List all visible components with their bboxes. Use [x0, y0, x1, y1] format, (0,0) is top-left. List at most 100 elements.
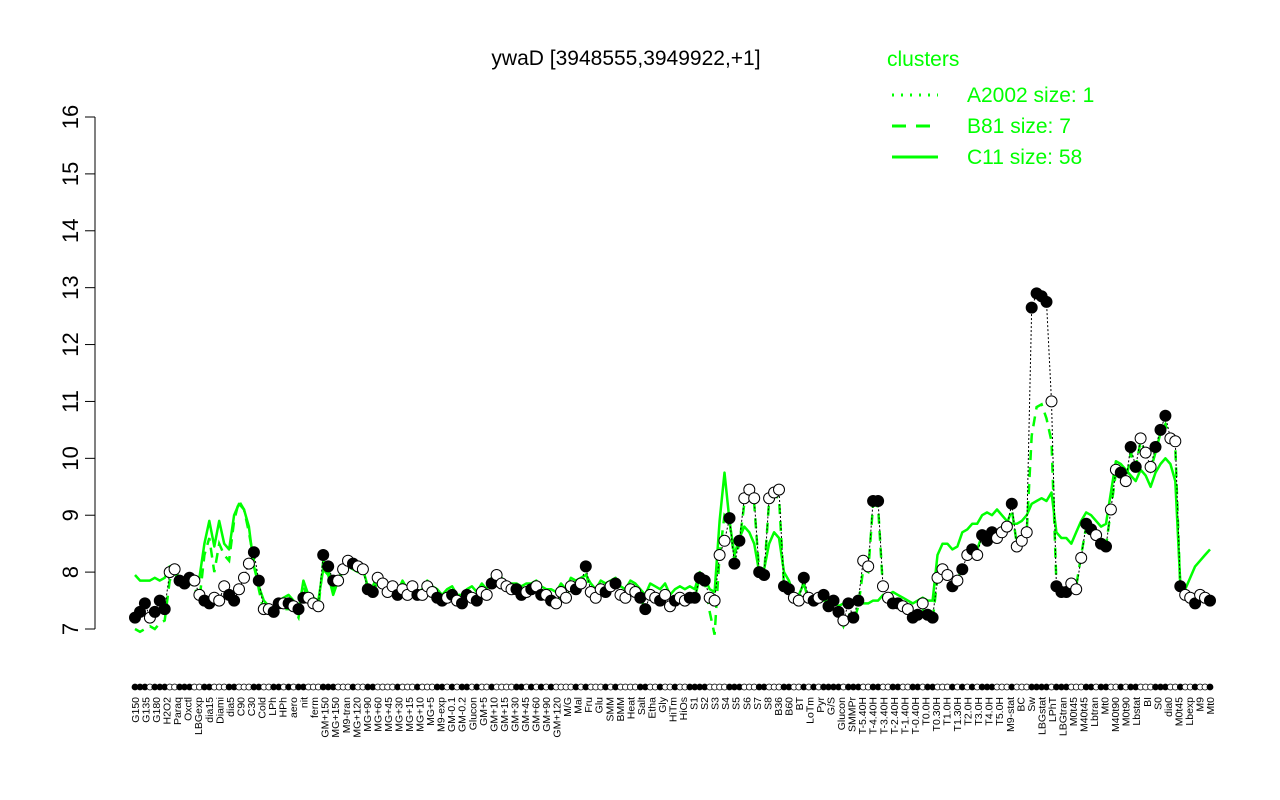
- x-tick-label: GM+90: [541, 697, 553, 732]
- data-point: [1000, 520, 1013, 533]
- x-tick-label: B36: [773, 697, 785, 716]
- x-tick-label: M9-stat: [1005, 697, 1017, 732]
- data-point: [926, 611, 939, 624]
- data-point: [609, 577, 622, 590]
- x-tick-label: GM-0.2: [457, 697, 469, 732]
- x-tick-label: dia5: [225, 697, 237, 717]
- data-point: [971, 549, 984, 561]
- x-tick-label: SMMPr: [847, 697, 859, 733]
- x-tick-label: Glucon: [836, 697, 848, 730]
- x-tick-label: MG+45: [383, 697, 395, 732]
- x-tick-label: T-0.40H: [910, 697, 922, 734]
- data-point: [1124, 441, 1137, 453]
- x-tick-label: BC: [1015, 697, 1027, 712]
- x-tick-label: T1.0H: [942, 697, 954, 726]
- y-tick-label: 12: [58, 332, 83, 356]
- x-tick-label: Diami: [214, 697, 226, 724]
- x-tick-label: M9-tran: [341, 697, 353, 733]
- data-point: [718, 534, 731, 547]
- x-tick-label: MG+5: [425, 697, 437, 726]
- x-tick-label: S6: [741, 697, 753, 710]
- x-tick-label: MG+15: [404, 697, 416, 732]
- x-tick-label: C90: [235, 697, 247, 716]
- data-point: [1134, 432, 1147, 445]
- data-point: [1070, 583, 1083, 596]
- data-point: [659, 588, 672, 601]
- data-point: [862, 560, 875, 573]
- x-tick-label: BI: [1142, 697, 1154, 707]
- data-point: [634, 591, 647, 604]
- x-tick-label: nit: [299, 697, 311, 708]
- data-point: [1104, 503, 1117, 516]
- data-point: [773, 483, 785, 496]
- chart-title: ywaD [3948555,3949922,+1]: [491, 47, 760, 70]
- x-tick-label: S5: [731, 697, 743, 710]
- data-point: [1144, 460, 1157, 473]
- x-tick-label: Glucon: [467, 697, 479, 730]
- x-tick-label: Mt0: [1100, 697, 1112, 715]
- x-tick-label: T2.0H: [963, 697, 975, 726]
- x-tick-label: S1: [689, 697, 701, 710]
- data-point: [233, 583, 245, 596]
- x-tick-label: GM+30: [509, 697, 521, 732]
- data-point: [698, 574, 711, 587]
- x-tick-label: M/G: [562, 697, 574, 717]
- x-tick-label: LBGtran: [1058, 697, 1070, 736]
- legend-label-a2002: A2002 size: 1: [967, 84, 1094, 107]
- x-tick-label: GM+10: [488, 697, 500, 732]
- x-tick-label: BMM: [615, 697, 627, 722]
- x-tick-label: H2O2: [162, 697, 174, 725]
- y-tick-label: 11: [58, 390, 83, 413]
- data-point: [748, 492, 761, 505]
- data-point: [188, 574, 201, 587]
- x-tick-label: ferm: [309, 697, 321, 718]
- data-point: [292, 603, 305, 616]
- y-tick-label: 9: [58, 509, 83, 521]
- x-tick-label: LPhT: [1047, 696, 1059, 722]
- x-tick-label: dia15: [204, 697, 216, 723]
- x-tick-label: T-3.40H: [878, 697, 890, 734]
- data-point: [356, 563, 369, 576]
- x-tick-label: M0t45: [1173, 697, 1185, 726]
- data-point: [639, 603, 652, 616]
- data-point: [574, 577, 587, 590]
- y-tick-label: 15: [58, 162, 83, 186]
- data-point: [733, 534, 746, 547]
- x-tick-label: M40t90: [1110, 697, 1122, 732]
- data-point: [847, 611, 860, 624]
- x-tick-label: G180: [151, 697, 163, 723]
- points-connector: [134, 292, 1211, 622]
- data-point: [322, 560, 335, 573]
- data-point: [728, 557, 741, 570]
- data-point: [158, 603, 171, 616]
- x-tick-label: HPh: [278, 697, 290, 718]
- legend-label-b81: B81 size: 7: [967, 115, 1071, 138]
- x-axis: G150G135G180H2O2ParaqOxctlLBGexpdia15Dia…: [130, 683, 1217, 738]
- data-point: [242, 557, 255, 570]
- data-point: [1169, 435, 1182, 448]
- x-tick-label: M0t90: [1121, 697, 1133, 726]
- data-point: [817, 588, 830, 601]
- x-tick-label: T4.0H: [984, 697, 996, 726]
- data-point: [148, 605, 161, 618]
- x-tick-label: S7: [752, 697, 764, 710]
- x-tick-label: GM+150: [320, 697, 332, 738]
- data-point: [708, 594, 721, 607]
- x-tick-label: Lbtran: [1089, 697, 1101, 727]
- x-tick-label: Mt0: [1205, 697, 1217, 715]
- legend-title: clusters: [887, 48, 959, 71]
- data-point: [852, 594, 865, 607]
- data-point: [1159, 409, 1172, 422]
- data-point: [1139, 446, 1152, 459]
- data-point: [1005, 497, 1018, 510]
- data-point: [366, 586, 379, 598]
- data-point: [877, 580, 889, 593]
- x-tick-label: M0t45: [1068, 697, 1080, 726]
- data-point: [792, 594, 805, 607]
- data-point: [956, 563, 969, 576]
- x-tick-label: S2: [699, 697, 711, 710]
- x-tick-label: MG+30: [394, 697, 406, 732]
- x-tick-label: T-2.40H: [889, 697, 901, 734]
- x-tick-label: Fru: [583, 697, 595, 713]
- data-point: [1075, 551, 1088, 564]
